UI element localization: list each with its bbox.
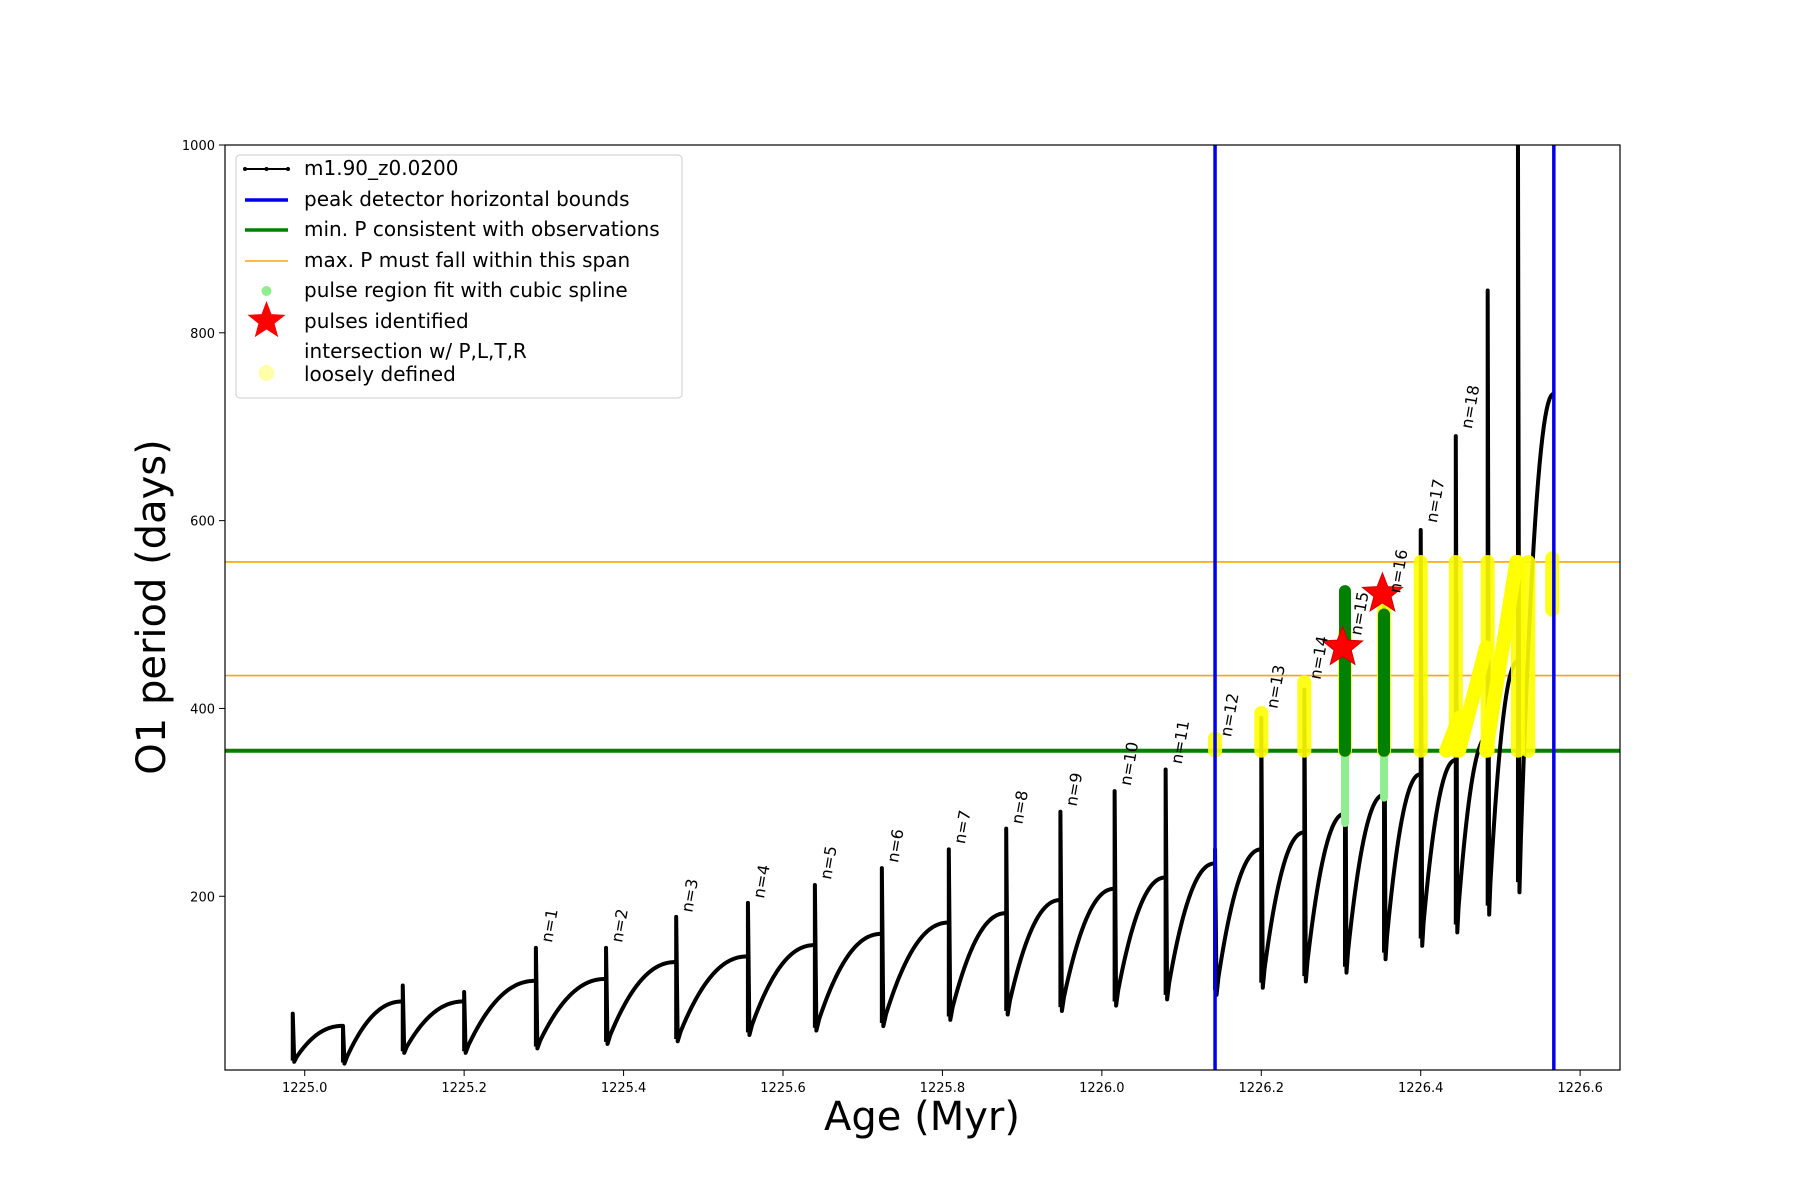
curve-cycle-18 — [1302, 687, 1346, 984]
x-tick-label-4: 1225.6 — [760, 1081, 806, 1096]
curve-cycle-1 — [290, 1011, 344, 1064]
legend-label-6: pulses identified — [304, 309, 469, 333]
curve-cycle-4 — [462, 978, 536, 1055]
curve-cycle-24 — [1515, 145, 1555, 895]
pulse-star-2 — [1361, 571, 1404, 612]
legend-label-5: pulse region fit with cubic spline — [304, 278, 628, 302]
curve-cycle-2 — [340, 999, 403, 1066]
x-tick-label-2: 1225.2 — [441, 1081, 487, 1096]
curve-cycle-3 — [400, 983, 465, 1055]
curve-cycle-12 — [1004, 826, 1061, 1017]
curve-cycle-21 — [1418, 528, 1457, 948]
curve-cycle-20 — [1382, 593, 1422, 962]
pulse-star-1 — [1321, 625, 1364, 666]
y-tick-label-4: 800 — [190, 327, 215, 342]
x-tick-label-1: 1225.0 — [282, 1081, 328, 1096]
curve-cycle-17 — [1259, 715, 1305, 990]
y-tick-label-2: 400 — [190, 702, 215, 717]
curve-cycle-9 — [812, 883, 882, 1033]
y-axis-title: O1 period (days) — [129, 439, 175, 774]
intersection-diagonal-1 — [1439, 710, 1466, 758]
pulses-identified-markers — [1321, 571, 1404, 666]
legend-label-3: min. P consistent with observations — [304, 217, 660, 241]
y-axis-ticks: 200 400 600 800 1000 — [182, 139, 225, 905]
curve-cycle-5 — [533, 945, 607, 1051]
peak-detector-bounds — [1213, 145, 1556, 1070]
x-tick-label-8: 1226.4 — [1398, 1081, 1444, 1096]
y-tick-label-1: 200 — [190, 890, 215, 905]
plot-frame — [224, 144, 1621, 1071]
curve-cycle-8 — [745, 900, 815, 1038]
legend-swatch-series-dot-2 — [264, 167, 269, 171]
y-tick-label-3: 600 — [190, 515, 215, 530]
curve-cycle-6 — [604, 945, 677, 1046]
x-tick-label-6: 1226.0 — [1079, 1081, 1125, 1096]
curve-cycle-19 — [1342, 640, 1385, 975]
legend-swatch-intersection — [258, 365, 275, 381]
legend-label-7: intersection w/ P,L,T,R — [304, 339, 527, 363]
curve-cycle-13 — [1058, 809, 1115, 1013]
x-tick-label-3: 1225.4 — [601, 1081, 647, 1096]
legend-swatch-series-dot-3 — [286, 167, 290, 171]
legend-swatch-spline — [261, 286, 272, 296]
curve-cycle-16 — [1213, 847, 1262, 997]
spline-regions — [1338, 585, 1391, 828]
curve-cycle-14 — [1112, 789, 1166, 1008]
intersection-diagonal-3 — [1479, 554, 1524, 758]
x-axis-title: Age (Myr) — [824, 1094, 1020, 1140]
legend-label-1: m1.90_z0.0200 — [304, 156, 459, 180]
legend-label-8: loosely defined — [304, 362, 456, 386]
legend-label-4: max. P must fall within this span — [304, 248, 630, 272]
x-tick-label-7: 1226.2 — [1239, 1081, 1285, 1096]
curve-cycle-10 — [879, 866, 949, 1029]
x-tick-label-9: 1226.6 — [1557, 1081, 1603, 1096]
y-tick-label-5: 1000 — [182, 139, 215, 154]
x-tick-label-5: 1225.8 — [920, 1081, 966, 1096]
curve-cycle-15 — [1163, 767, 1216, 1002]
legend-swatch-series-dot-1 — [243, 167, 247, 171]
legend-swatch-pulse-star — [247, 301, 286, 338]
curve-cycle-7 — [674, 914, 748, 1044]
legend-label-2: peak detector horizontal bounds — [304, 187, 630, 211]
curve-cycle-11 — [946, 847, 1007, 1022]
x-axis-ticks: 1225.0 1225.2 1225.4 1225.6 1225.8 1226.0 1226… — [282, 1070, 1603, 1096]
intersection-diagonal-2 — [1451, 640, 1494, 758]
legend-box — [235, 154, 683, 399]
